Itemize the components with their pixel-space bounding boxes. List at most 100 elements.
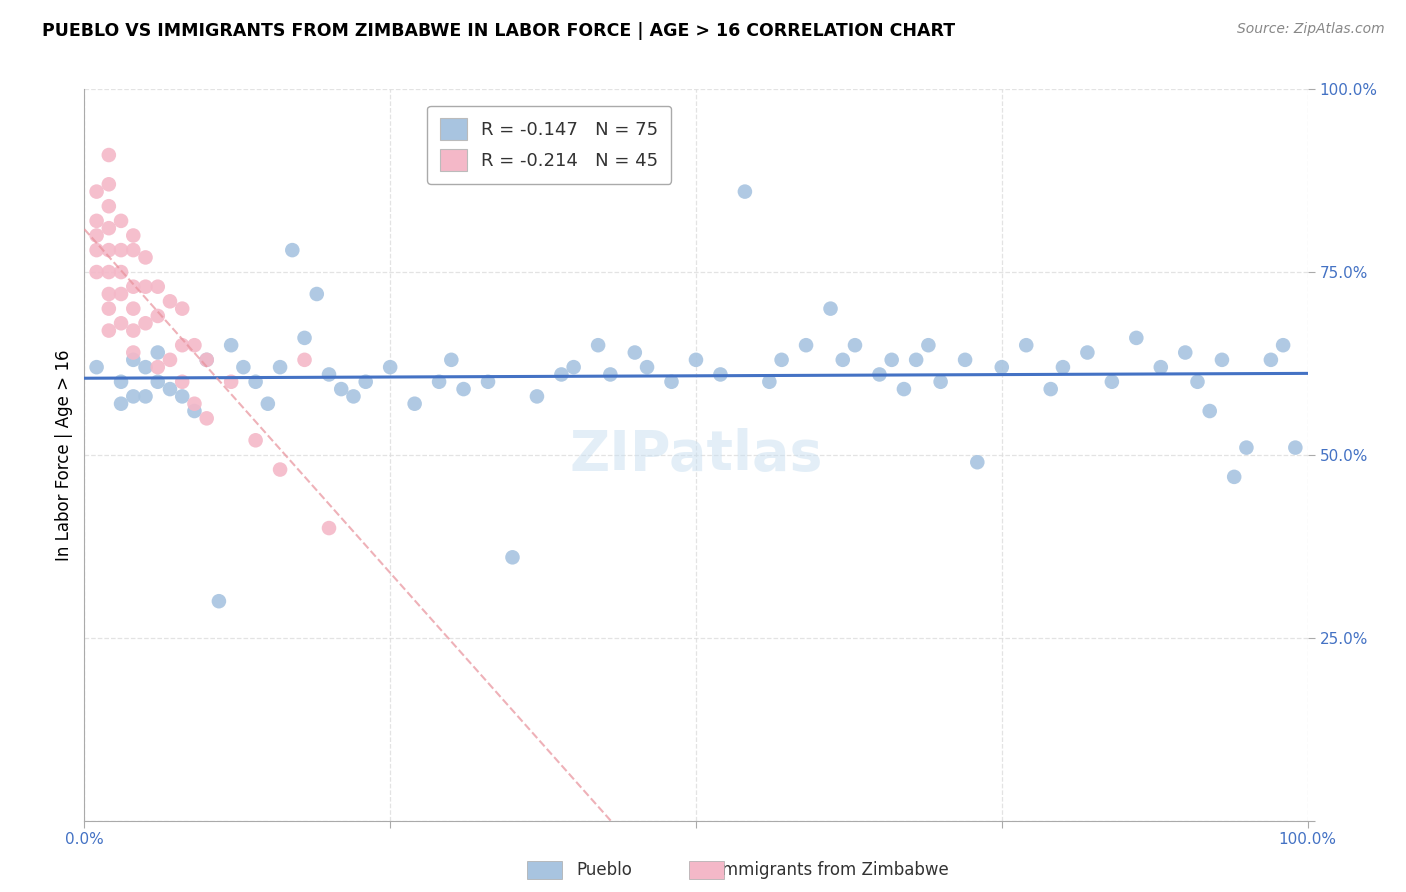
Point <box>905 352 928 367</box>
Point <box>831 352 853 367</box>
Point <box>1211 352 1233 367</box>
Point <box>1284 441 1306 455</box>
Point <box>380 360 402 375</box>
Point <box>86 243 108 257</box>
Point <box>110 265 132 279</box>
Point <box>219 338 242 352</box>
Point <box>110 243 132 257</box>
Point <box>208 594 231 608</box>
Point <box>97 148 120 162</box>
Point <box>219 375 242 389</box>
Point <box>269 360 291 375</box>
Point <box>269 462 291 476</box>
Point <box>245 434 267 448</box>
Point <box>97 221 120 235</box>
Point <box>477 375 499 389</box>
Point <box>135 279 157 293</box>
Point <box>172 389 194 403</box>
Point <box>1272 338 1295 352</box>
Point <box>1125 331 1147 345</box>
Point <box>966 455 988 469</box>
Point <box>1223 470 1246 484</box>
Legend: R = -0.147   N = 75, R = -0.214   N = 45: R = -0.147 N = 75, R = -0.214 N = 45 <box>427 105 671 184</box>
Point <box>599 368 621 382</box>
Point <box>1260 352 1282 367</box>
Point <box>929 375 952 389</box>
Point <box>354 375 377 389</box>
Point <box>86 214 108 228</box>
Point <box>257 397 280 411</box>
Text: PUEBLO VS IMMIGRANTS FROM ZIMBABWE IN LABOR FORCE | AGE > 16 CORRELATION CHART: PUEBLO VS IMMIGRANTS FROM ZIMBABWE IN LA… <box>42 22 955 40</box>
Point <box>1187 375 1209 389</box>
Point <box>305 287 328 301</box>
Point <box>97 324 120 338</box>
Point <box>893 382 915 396</box>
Point <box>122 389 145 403</box>
Point <box>586 338 609 352</box>
Point <box>1174 345 1197 359</box>
Point <box>1076 345 1098 359</box>
Point <box>86 265 108 279</box>
Point <box>330 382 353 396</box>
Point <box>110 214 132 228</box>
Point <box>770 352 793 367</box>
Point <box>869 368 891 382</box>
Point <box>294 331 316 345</box>
Point <box>172 338 194 352</box>
Point <box>159 294 181 309</box>
Point <box>122 228 145 243</box>
Point <box>172 375 194 389</box>
Point <box>97 199 120 213</box>
Point <box>440 352 463 367</box>
Point <box>86 185 108 199</box>
Point <box>844 338 866 352</box>
Point <box>97 243 120 257</box>
Point <box>758 375 780 389</box>
Point <box>1236 441 1258 455</box>
Point <box>110 287 132 301</box>
Point <box>953 352 976 367</box>
Point <box>183 397 205 411</box>
Y-axis label: In Labor Force | Age > 16: In Labor Force | Age > 16 <box>55 349 73 561</box>
Point <box>427 375 450 389</box>
Text: Source: ZipAtlas.com: Source: ZipAtlas.com <box>1237 22 1385 37</box>
Point <box>172 301 194 316</box>
Point <box>97 265 120 279</box>
Point <box>661 375 683 389</box>
Point <box>232 360 254 375</box>
Point <box>820 301 842 316</box>
Point <box>245 375 267 389</box>
Point <box>917 338 939 352</box>
Point <box>453 382 475 396</box>
Point <box>1052 360 1074 375</box>
Point <box>562 360 585 375</box>
Point <box>135 360 157 375</box>
Point <box>318 368 340 382</box>
Point <box>991 360 1014 375</box>
Point <box>122 243 145 257</box>
Point <box>880 352 903 367</box>
Point <box>550 368 572 382</box>
Point <box>183 404 205 418</box>
Point <box>342 389 364 403</box>
Point <box>135 389 157 403</box>
Point <box>1039 382 1062 396</box>
Point <box>636 360 658 375</box>
Text: Immigrants from Zimbabwe: Immigrants from Zimbabwe <box>717 861 949 879</box>
Point <box>195 411 218 425</box>
Point <box>685 352 707 367</box>
Point <box>146 309 169 323</box>
Point <box>122 324 145 338</box>
Point <box>195 352 218 367</box>
Point <box>135 316 157 330</box>
Point <box>122 279 145 293</box>
Point <box>183 338 205 352</box>
Point <box>195 352 218 367</box>
Point <box>734 185 756 199</box>
Point <box>122 352 145 367</box>
Point <box>97 178 120 192</box>
Point <box>1150 360 1173 375</box>
Point <box>86 228 108 243</box>
Point <box>709 368 731 382</box>
Point <box>159 352 181 367</box>
